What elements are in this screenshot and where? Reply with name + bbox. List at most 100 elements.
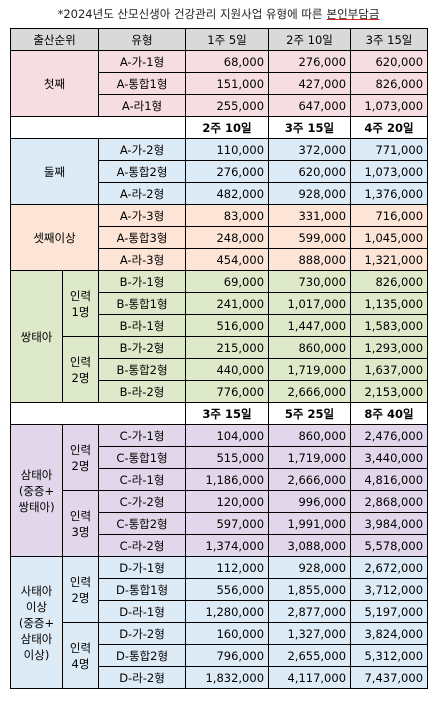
amount-cell: 5,312,000 <box>350 644 429 667</box>
period-header: 3주 15일 <box>185 402 270 425</box>
amount-cell: 860,000 <box>268 336 352 359</box>
type-cell: C-가-2형 <box>98 490 187 513</box>
table-row: 쌍태아 인력 1명 B-가-1형 69,000 730,000 826,000 <box>10 270 429 403</box>
table-row: 인력 4명 D-가-2형 160,000 1,327,000 3,824,000 <box>11 622 429 689</box>
period-header: 1주 5일 <box>185 28 270 51</box>
type-cell: B-라-2형 <box>98 380 187 403</box>
amount-cell: 1,073,000 <box>350 94 429 117</box>
group-label: 사태아 이상 (중증+ 삼태아 이상) <box>10 556 63 689</box>
blank-cell <box>9 116 187 139</box>
type-cell: A-라1형 <box>98 94 187 117</box>
amount-cell: 1,583,000 <box>350 314 429 337</box>
amount-cell: 2,476,000 <box>350 424 429 447</box>
amount-cell: 440,000 <box>185 358 270 381</box>
amount-cell: 2,666,000 <box>268 380 352 403</box>
amount-cell: 104,000 <box>185 424 270 447</box>
type-cell: A-가-3형 <box>98 204 187 227</box>
amount-cell: 241,000 <box>185 292 270 315</box>
type-cell: C-라-2형 <box>98 534 187 557</box>
amount-cell: 647,000 <box>268 94 352 117</box>
subgroup-label: 인력 2명 <box>61 424 100 491</box>
amount-cell: 771,000 <box>350 138 429 161</box>
amount-cell: 1,280,000 <box>185 600 270 623</box>
table-row: 셋째이상 A-가-3형 83,000 331,000 716,000 <box>9 204 429 271</box>
amount-cell: 69,000 <box>185 270 270 293</box>
type-cell: A-가-2형 <box>98 138 187 161</box>
group-label: 삼태아 (중증+ 쌍태아) <box>10 424 63 557</box>
type-cell: D-가-2형 <box>98 622 187 645</box>
type-cell: D-가-1형 <box>98 556 187 579</box>
blank-cell <box>9 402 187 425</box>
group-label: 첫째 <box>9 50 100 117</box>
amount-cell: 2,153,000 <box>350 380 429 403</box>
type-cell: A-라-3형 <box>98 248 187 271</box>
amount-cell: 5,578,000 <box>350 534 429 557</box>
amount-cell: 776,000 <box>185 380 270 403</box>
amount-cell: 3,824,000 <box>350 622 429 645</box>
title-emphasis: 본인부담금 <box>326 7 380 21</box>
amount-cell: 3,984,000 <box>350 512 429 535</box>
amount-cell: 1,017,000 <box>268 292 352 315</box>
amount-cell: 1,855,000 <box>268 578 352 601</box>
table-row: 2주 10일 3주 15일 4주 20일 <box>9 116 429 139</box>
amount-cell: 3,712,000 <box>350 578 429 601</box>
type-cell: D-라-1형 <box>98 600 187 623</box>
amount-cell: 215,000 <box>185 336 270 359</box>
type-cell: A-통합1형 <box>98 72 187 95</box>
type-cell: A-라-2형 <box>98 182 187 205</box>
type-cell: A-통합3형 <box>98 226 187 249</box>
amount-cell: 4,117,000 <box>268 666 352 689</box>
header-cell: 유형 <box>98 28 187 51</box>
amount-cell: 928,000 <box>268 182 352 205</box>
type-cell: C-통합1형 <box>98 446 187 469</box>
type-cell: B-가-2형 <box>98 336 187 359</box>
amount-cell: 7,437,000 <box>350 666 429 689</box>
table-row: B-통합1형 241,000 1,017,000 1,135,000 <box>11 292 429 315</box>
amount-cell: 1,832,000 <box>185 666 270 689</box>
subgroup-label: 인력 4명 <box>61 622 100 689</box>
amount-cell: 1,376,000 <box>350 182 429 205</box>
amount-cell: 1,135,000 <box>350 292 429 315</box>
period-header: 4주 20일 <box>350 116 429 139</box>
amount-cell: 928,000 <box>268 556 352 579</box>
amount-cell: 620,000 <box>268 160 352 183</box>
amount-cell: 2,666,000 <box>268 468 352 491</box>
amount-cell: 515,000 <box>185 446 270 469</box>
amount-cell: 248,000 <box>185 226 270 249</box>
table-row: 첫째 A-가-1형 68,000 276,000 620,000 <box>9 50 429 117</box>
group-label: 셋째이상 <box>9 204 100 271</box>
period-header: 2주 10일 <box>268 28 352 51</box>
subgroup-label: 인력 2명 <box>61 556 100 623</box>
amount-cell: 160,000 <box>185 622 270 645</box>
table-row: 삼태아 (중증+ 쌍태아) 인력 2명 C-가-1형 104,000 860,000 2,… <box>10 424 429 557</box>
title: *2024년도 산모신생아 건강관리 지원사업 유형에 따른 본인부담금 <box>0 0 437 28</box>
table-row: 인력 3명 C-가-2형 120,000 996,000 2,868,000 <box>11 490 429 557</box>
amount-cell: 556,000 <box>185 578 270 601</box>
subgroup-label: 인력 2명 <box>61 336 100 403</box>
amount-cell: 454,000 <box>185 248 270 271</box>
table-row: 3주 15일 5주 25일 8주 40일 <box>9 402 429 425</box>
type-cell: C-가-1형 <box>98 424 187 447</box>
amount-cell: 1,637,000 <box>350 358 429 381</box>
group-label: 쌍태아 <box>10 270 63 403</box>
amount-cell: 112,000 <box>185 556 270 579</box>
type-cell: D-통합2형 <box>98 644 187 667</box>
amount-cell: 516,000 <box>185 314 270 337</box>
amount-cell: 826,000 <box>350 72 429 95</box>
amount-cell: 1,045,000 <box>350 226 429 249</box>
amount-cell: 716,000 <box>350 204 429 227</box>
amount-cell: 1,321,000 <box>350 248 429 271</box>
period-header: 8주 40일 <box>350 402 429 425</box>
amount-cell: 120,000 <box>185 490 270 513</box>
amount-cell: 1,447,000 <box>268 314 352 337</box>
table-row: A-통합1형 151,000 427,000 826,000 <box>11 72 429 95</box>
table-row: 사태아 이상 (중증+ 삼태아 이상) 인력 2명 D-가-1형 112,000 928… <box>10 556 429 689</box>
table-row: A-통합3형 248,000 599,000 1,045,000 <box>11 226 429 249</box>
amount-cell: 597,000 <box>185 512 270 535</box>
table-row: C-라-2형 1,374,000 3,088,000 5,578,000 <box>11 534 429 557</box>
amount-cell: 1,719,000 <box>268 446 352 469</box>
amount-cell: 83,000 <box>185 204 270 227</box>
amount-cell: 255,000 <box>185 94 270 117</box>
table-row: A-라-3형 454,000 888,000 1,321,000 <box>11 248 429 271</box>
amount-cell: 888,000 <box>268 248 352 271</box>
